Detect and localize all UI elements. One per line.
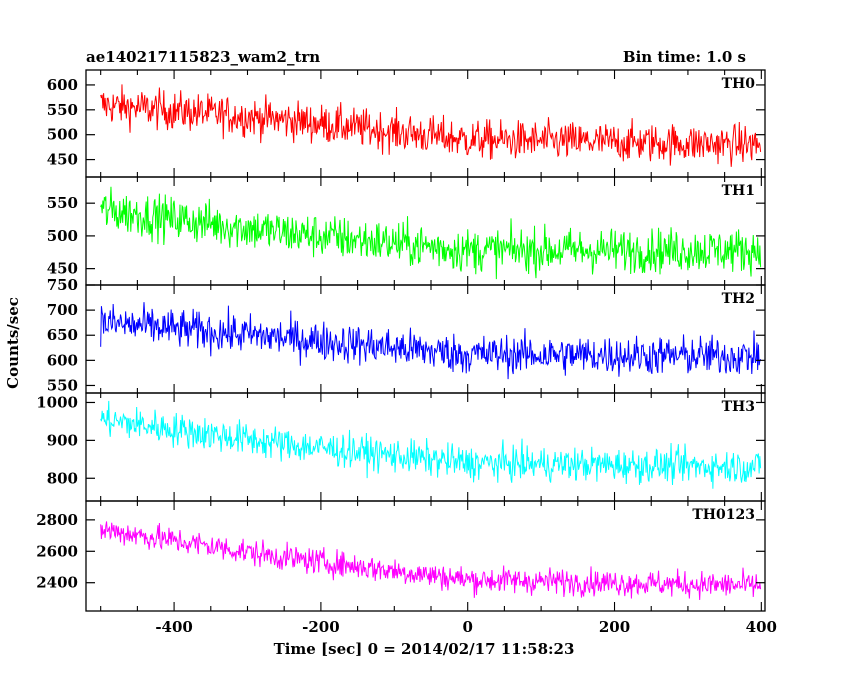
x-tick-label: 200 — [599, 618, 630, 636]
chart-title: ae140217115823_wam2_trn — [86, 48, 320, 66]
y-tick-label: 550 — [47, 376, 78, 394]
panel-frame — [85, 392, 766, 502]
x-axis: -400 -200 0 200 400 — [155, 618, 777, 636]
y-tick-label: 1000 — [36, 393, 78, 411]
y-tick-label: 2600 — [36, 542, 78, 560]
series-line-th2 — [100, 302, 762, 380]
panel-frame — [85, 69, 766, 178]
x-axis-label: Time [sec] 0 = 2014/02/17 11:58:23 — [274, 640, 575, 658]
panel-th2: 550 600 650 700 750 TH2 — [47, 276, 766, 394]
series-line-th0 — [100, 84, 762, 167]
panel-label: TH0123 — [692, 507, 755, 523]
y-tick-label: 600 — [47, 76, 78, 94]
y-tick-label: 550 — [47, 194, 78, 212]
panel-th0: 450 500 550 600 TH0 — [47, 69, 766, 178]
y-tick-label: 500 — [47, 126, 78, 144]
y-tick-label: 700 — [47, 301, 78, 319]
y-tick-label: 900 — [47, 431, 78, 449]
y-tick-label: 450 — [47, 151, 78, 169]
x-tick-label: -400 — [155, 618, 193, 636]
y-tick-label: 750 — [47, 276, 78, 294]
series-line-th1 — [100, 186, 762, 280]
panel-th0123: 2400 2600 2800 TH0123 — [36, 500, 766, 612]
panels-group: 450 500 550 600 TH0 450 500 550 TH1 550 600 650 700 7… — [36, 69, 766, 612]
y-axis-label: Counts/sec — [4, 297, 22, 389]
panel-label: TH3 — [722, 399, 755, 415]
y-tick-label: 550 — [47, 101, 78, 119]
panel-frame — [85, 176, 766, 286]
panel-th3: 800 900 1000 TH3 — [36, 392, 766, 502]
x-tick-label: 400 — [746, 618, 777, 636]
y-tick-label: 2800 — [36, 511, 78, 529]
panel-label: TH2 — [722, 291, 755, 307]
panel-frame — [85, 500, 766, 612]
x-tick-label: -200 — [302, 618, 340, 636]
y-tick-label: 650 — [47, 326, 78, 344]
y-tick-label: 600 — [47, 351, 78, 369]
bin-time-label: Bin time: 1.0 s — [623, 48, 746, 66]
series-line-th3 — [100, 400, 762, 489]
x-tick-label: 0 — [462, 618, 472, 636]
y-tick-label: 800 — [47, 469, 78, 487]
y-tick-label: 450 — [47, 260, 78, 278]
panel-label: TH0 — [722, 76, 756, 92]
y-tick-label: 500 — [47, 227, 78, 245]
y-tick-label: 2400 — [36, 574, 78, 592]
panel-label: TH1 — [722, 183, 755, 199]
panel-th1: 450 500 550 TH1 — [47, 176, 766, 286]
series-line-th0123 — [100, 521, 762, 601]
